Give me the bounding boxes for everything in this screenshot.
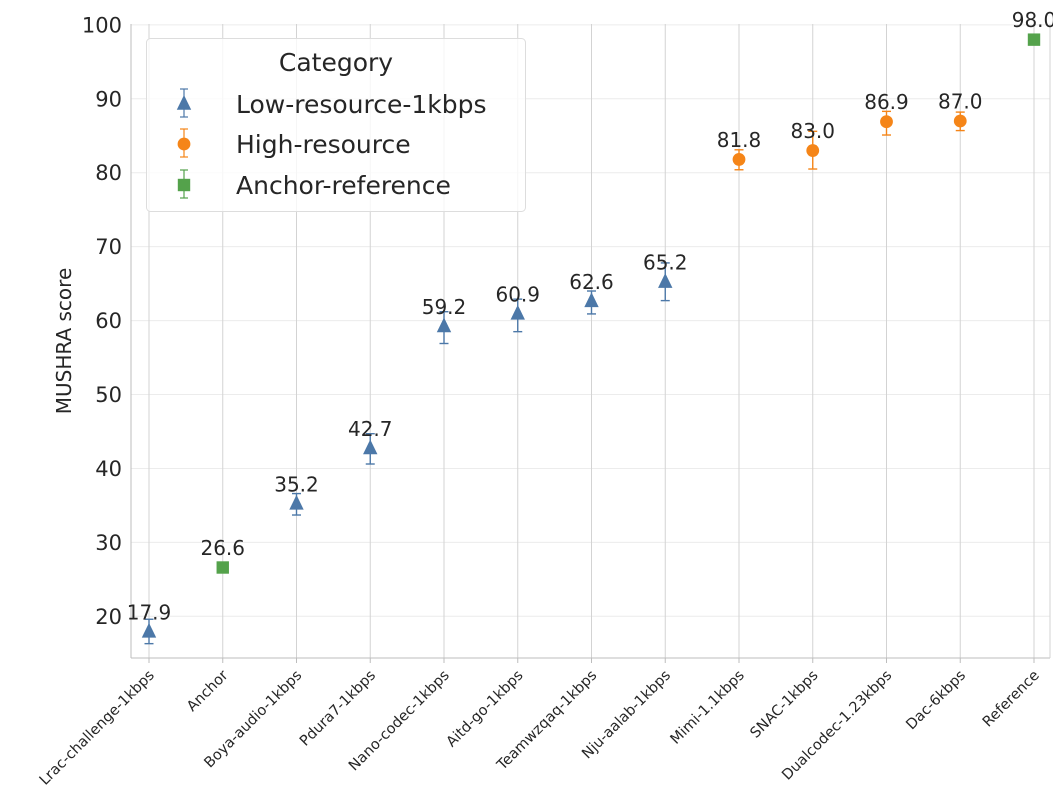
- data-point: [880, 115, 893, 129]
- data-label: 42.7: [348, 417, 393, 441]
- legend-marker-square: [177, 178, 191, 192]
- x-tick-label: Lrac-challenge-1kbps: [37, 668, 158, 789]
- data-label: 81.8: [717, 128, 762, 152]
- data-point: [510, 304, 525, 320]
- data-markers: [141, 33, 1041, 638]
- data-label: 98.0: [1012, 8, 1053, 32]
- data-point: [216, 561, 229, 574]
- x-tick-labels: Lrac-challenge-1kbps AnchorBoya-audio-1kb…: [37, 667, 1043, 788]
- data-point: [658, 273, 673, 288]
- y-tick-label: 60: [95, 309, 122, 333]
- data-point: [953, 114, 967, 128]
- y-tick-label: 40: [95, 457, 122, 481]
- y-axis-label: MUSHRA score: [52, 268, 76, 415]
- legend-box: [146, 38, 526, 212]
- x-tick-label: Aitd-go-1kbps: [444, 668, 527, 751]
- data-point: [436, 317, 452, 333]
- x-tick-label: Anchor: [184, 667, 231, 714]
- data-label: 65.2: [643, 251, 688, 275]
- data-point: [806, 144, 820, 157]
- data-label: 62.6: [569, 270, 614, 294]
- data-label: 87.0: [938, 89, 983, 113]
- axes: [130, 24, 1051, 663]
- legend: Category Low-resource-1kbps High-resource A…: [146, 38, 526, 212]
- legend-label: Low-resource-1kbps: [236, 90, 487, 119]
- x-tick-label: Reference: [980, 667, 1043, 730]
- data-label: 86.9: [864, 90, 909, 114]
- data-label: 60.9: [495, 282, 540, 306]
- y-tick-labels: 20 30 40 50 60 70 80 90 100: [82, 13, 122, 628]
- data-point: [141, 622, 157, 638]
- data-label: 83.0: [790, 119, 835, 143]
- y-tick-label: 20: [95, 605, 122, 629]
- legend-marker-triangle: [176, 95, 192, 110]
- data-point: [1027, 33, 1041, 46]
- x-tick-label: Pdura7-1kbps: [297, 668, 379, 750]
- data-point: [289, 494, 304, 510]
- y-tick-label: 50: [95, 383, 122, 407]
- legend-label: Anchor-reference: [236, 171, 451, 200]
- data-label: 59.2: [422, 295, 467, 319]
- legend-entry: High-resource: [177, 128, 411, 159]
- legend-title: Category: [279, 48, 393, 77]
- y-tick-label: 100: [82, 13, 122, 37]
- legend-marker-circle: [177, 137, 191, 151]
- y-tick-label: 90: [95, 87, 122, 111]
- data-point: [584, 292, 599, 308]
- x-tick-label: SNAC-1kbps: [748, 668, 822, 742]
- legend-entry: Anchor-reference: [177, 169, 451, 200]
- data-label: 26.6: [200, 536, 245, 560]
- data-labels: 17.9 26.6 35.2 42.7 59.2 60.9 62.6 65.2 81.8 83.0…: [127, 8, 1053, 624]
- legend-entry: Low-resource-1kbps: [176, 88, 487, 119]
- data-point: [732, 153, 746, 166]
- legend-label: High-resource: [236, 130, 411, 159]
- data-label: 35.2: [274, 472, 319, 496]
- y-tick-label: 30: [95, 531, 122, 555]
- y-tick-label: 80: [95, 161, 122, 185]
- x-tick-label: Mimi-1.1kbps: [668, 668, 748, 748]
- data-point: [363, 439, 378, 455]
- x-tick-label: Dac-6kbps: [903, 668, 969, 734]
- data-label: 17.9: [127, 600, 172, 624]
- y-tick-label: 70: [95, 235, 122, 259]
